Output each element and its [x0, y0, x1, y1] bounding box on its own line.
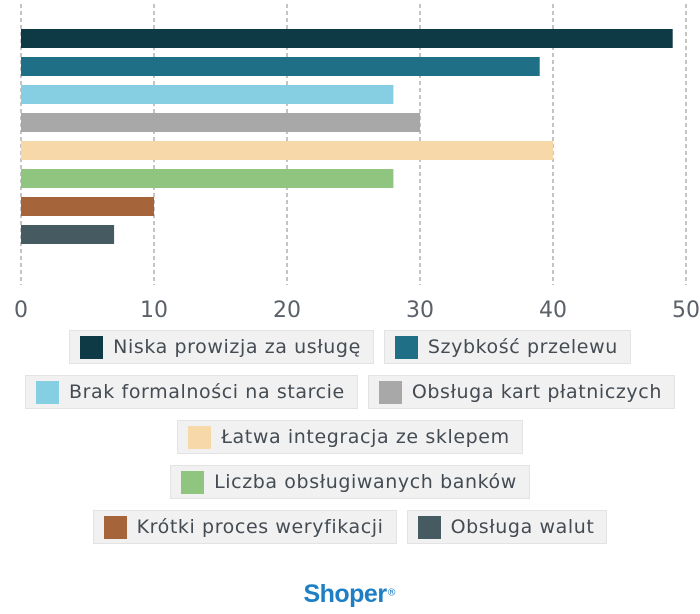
legend-item: Obsługa walut [406, 510, 608, 544]
bar-6 [21, 197, 154, 216]
x-tick-label: 0 [14, 298, 28, 323]
legend-row: Łatwa integracja ze sklepem [0, 420, 700, 454]
x-tick-label: 10 [140, 298, 168, 323]
bar-chart: 0 10 20 30 40 50 [14, 4, 700, 323]
x-tick-label: 50 [672, 298, 700, 323]
legend-swatch [188, 425, 212, 449]
legend-item: Obsługa kart płatniczych [367, 375, 675, 409]
legend-label: Obsługa walut [450, 516, 595, 538]
x-tick-label: 20 [273, 298, 301, 323]
legend-row: Krótki proces weryfikacji Obsługa walut [0, 510, 700, 544]
legend-label: Liczba obsługiwanych banków [214, 471, 517, 493]
x-tick-label: 40 [539, 298, 567, 323]
legend-item: Łatwa integracja ze sklepem [177, 420, 523, 454]
legend-item: Szybkość przelewu [383, 330, 631, 364]
legend-label: Obsługa kart płatniczych [411, 381, 662, 403]
legend-swatch [378, 380, 402, 404]
bar-7 [21, 225, 115, 244]
bar-1 [21, 57, 540, 76]
legend-item: Niska prowizja za usługę [69, 330, 374, 364]
legend-swatch [80, 335, 104, 359]
registered-mark: ® [386, 587, 397, 599]
bar-3 [21, 113, 420, 132]
legend-row: Niska prowizja za usługę Szybkość przelew… [0, 330, 700, 364]
legend-swatch [417, 515, 441, 539]
legend-item: Brak formalności na starcie [25, 375, 358, 409]
bar-5 [21, 169, 394, 188]
legend-label: Łatwa integracja ze sklepem [221, 426, 510, 448]
logo-text: Shoper [303, 580, 387, 608]
legend-row: Brak formalności na starcie Obsługa kart … [0, 375, 700, 409]
shoper-logo: Shoper® [0, 580, 700, 609]
legend: Niska prowizja za usługę Szybkość przelew… [0, 330, 700, 555]
bar-2 [21, 85, 394, 104]
legend-swatch [181, 470, 205, 494]
x-tick-label: 30 [406, 298, 434, 323]
bars [21, 29, 673, 244]
legend-item: Liczba obsługiwanych banków [170, 465, 530, 499]
legend-swatch [103, 515, 127, 539]
legend-row: Liczba obsługiwanych banków [0, 465, 700, 499]
legend-item: Krótki proces weryfikacji [92, 510, 397, 544]
legend-label: Szybkość przelewu [427, 336, 618, 358]
legend-label: Brak formalności na starcie [69, 381, 345, 403]
bar-0 [21, 29, 673, 48]
bar-4 [21, 141, 553, 160]
legend-label: Niska prowizja za usługę [113, 336, 361, 358]
legend-label: Krótki proces weryfikacji [136, 516, 384, 538]
legend-swatch [394, 335, 418, 359]
legend-swatch [36, 380, 60, 404]
x-tick-labels: 0 10 20 30 40 50 [14, 298, 700, 323]
